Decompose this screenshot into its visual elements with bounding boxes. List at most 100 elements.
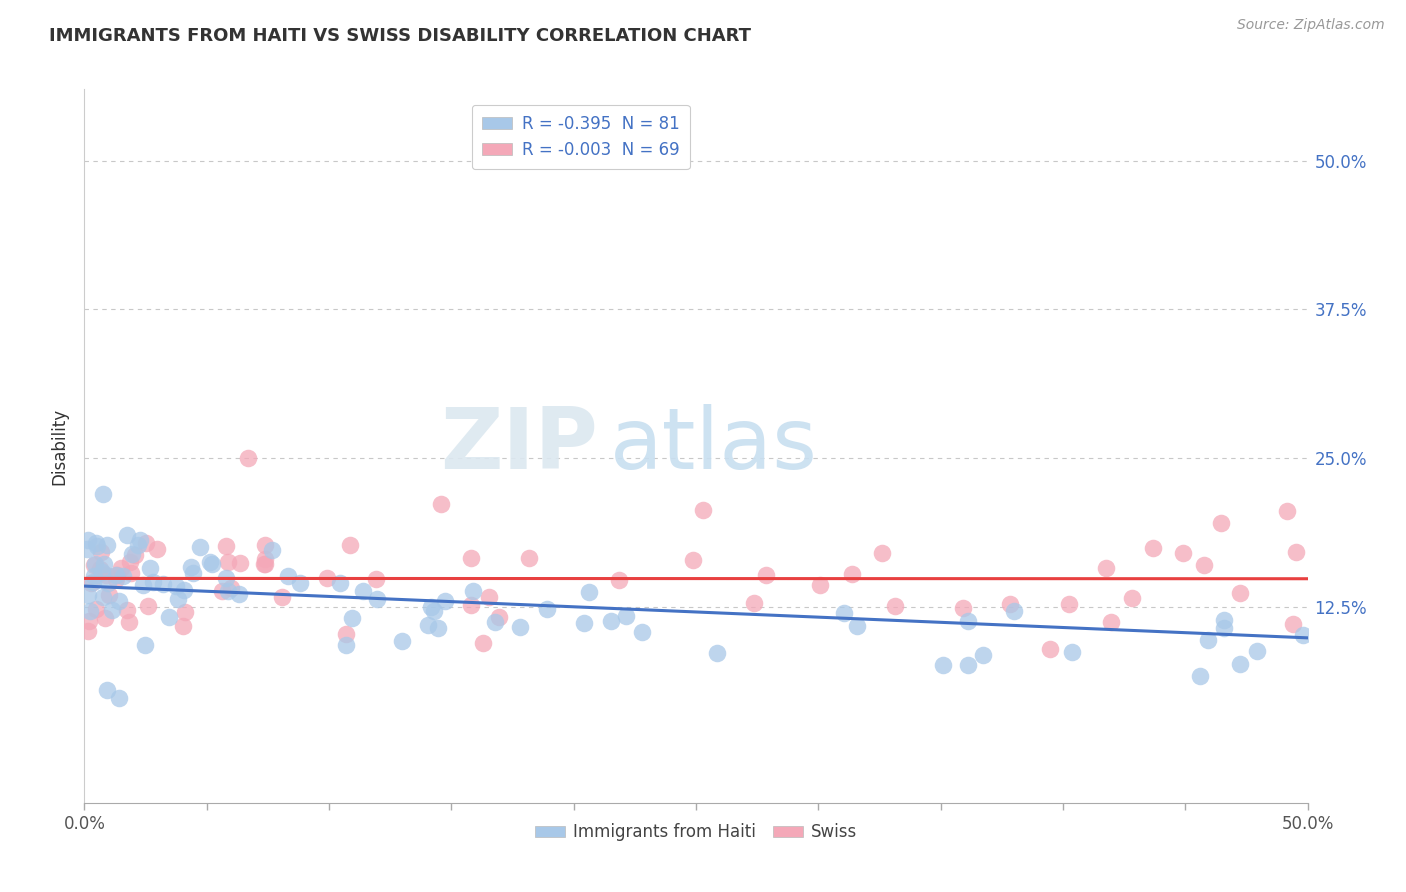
Point	[94, 611, 117, 625]
Point	[173, 583, 195, 598]
Point	[115, 528, 138, 542]
Point	[77, 624, 100, 638]
Point	[107, 594, 129, 608]
Point	[1095, 561, 1118, 575]
Point	[181, 566, 204, 580]
Point	[198, 555, 221, 569]
Point	[82, 575, 104, 590]
Point	[152, 577, 174, 591]
Point	[91, 486, 114, 500]
Point	[536, 602, 558, 616]
Point	[423, 604, 446, 618]
Point	[1173, 546, 1195, 560]
Point	[1121, 591, 1143, 605]
Point	[755, 568, 778, 582]
Point	[77, 588, 100, 602]
Point	[1209, 516, 1232, 531]
Text: ZIP: ZIP	[440, 404, 598, 488]
Point	[111, 569, 134, 583]
Point	[599, 614, 621, 628]
Point	[742, 596, 765, 610]
Point	[352, 584, 374, 599]
Point	[128, 533, 150, 547]
Point	[364, 572, 387, 586]
Point	[101, 603, 124, 617]
Point	[142, 575, 165, 590]
Point	[115, 603, 138, 617]
Point	[219, 582, 242, 596]
Point	[472, 636, 495, 650]
Point	[98, 588, 121, 602]
Point	[83, 569, 105, 583]
Point	[91, 590, 114, 604]
Text: Source: ZipAtlas.com: Source: ZipAtlas.com	[1237, 18, 1385, 32]
Point	[288, 576, 311, 591]
Point	[872, 546, 894, 560]
Point	[808, 578, 831, 592]
Point	[484, 615, 506, 629]
Point	[157, 610, 180, 624]
Point	[211, 584, 233, 599]
Point	[1197, 632, 1219, 647]
Point	[132, 578, 155, 592]
Point	[127, 538, 149, 552]
Point	[391, 634, 413, 648]
Point	[105, 568, 128, 582]
Point	[252, 557, 274, 571]
Point	[79, 575, 101, 590]
Point	[427, 621, 450, 635]
Point	[167, 592, 190, 607]
Point	[136, 599, 159, 614]
Point	[1282, 617, 1305, 632]
Point	[339, 537, 361, 551]
Point	[1188, 669, 1211, 683]
Point	[139, 561, 162, 575]
Point	[228, 587, 250, 601]
Point	[630, 624, 652, 639]
Point	[1275, 504, 1298, 518]
Point	[832, 607, 855, 621]
Point	[1285, 544, 1308, 558]
Point	[1057, 597, 1080, 611]
Point	[104, 568, 127, 582]
Point	[260, 542, 283, 557]
Point	[84, 557, 107, 571]
Point	[1192, 558, 1215, 573]
Point	[146, 541, 169, 556]
Point	[229, 557, 252, 571]
Point	[420, 600, 443, 615]
Point	[96, 682, 118, 697]
Point	[215, 571, 238, 585]
Point	[254, 552, 277, 566]
Text: IMMIGRANTS FROM HAITI VS SWISS DISABILITY CORRELATION CHART: IMMIGRANTS FROM HAITI VS SWISS DISABILIT…	[49, 27, 751, 45]
Point	[236, 450, 259, 465]
Point	[180, 559, 202, 574]
Point	[105, 572, 128, 586]
Point	[519, 551, 541, 566]
Point	[76, 542, 98, 557]
Point	[998, 597, 1021, 611]
Point	[614, 608, 637, 623]
Text: atlas: atlas	[610, 404, 818, 488]
Point	[1213, 621, 1236, 635]
Point	[572, 616, 595, 631]
Point	[316, 571, 339, 585]
Point	[121, 547, 143, 561]
Point	[135, 535, 157, 549]
Point	[84, 601, 107, 615]
Point	[118, 615, 141, 629]
Point	[79, 604, 101, 618]
Point	[97, 576, 120, 591]
Point	[118, 555, 141, 569]
Y-axis label: Disability: Disability	[51, 408, 69, 484]
Point	[956, 657, 979, 672]
Point	[956, 614, 979, 628]
Point	[952, 601, 974, 615]
Point	[89, 561, 111, 575]
Point	[366, 592, 388, 607]
Point	[84, 536, 107, 550]
Point	[335, 627, 357, 641]
Point	[1142, 541, 1164, 555]
Point	[460, 551, 482, 566]
Point	[433, 594, 456, 608]
